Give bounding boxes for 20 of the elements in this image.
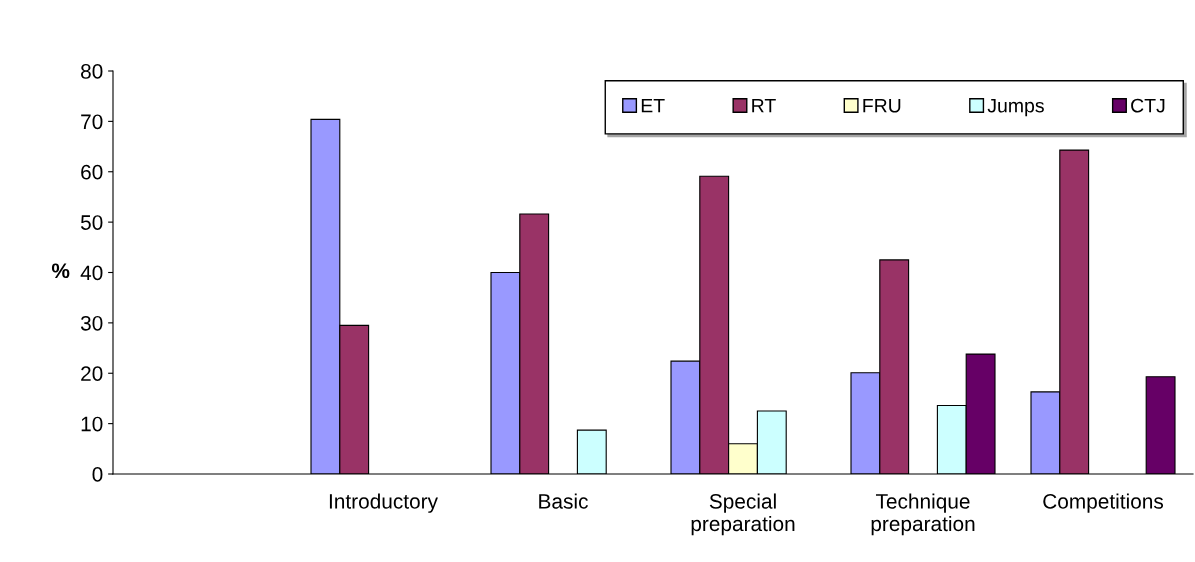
y-tick-label: 50 <box>80 215 103 230</box>
y-tick-label: 0 <box>92 467 103 482</box>
x-tick-label: Technique preparation <box>871 493 975 536</box>
y-tick-label: 40 <box>80 265 103 281</box>
y-tick-label: 10 <box>81 416 103 432</box>
legend-label: CTJ <box>1131 98 1165 113</box>
x-tick-label: Competitions <box>1043 493 1164 513</box>
y-tick-label: 30 <box>80 315 103 331</box>
y-tick-label: 60 <box>81 164 103 180</box>
x-tick-label: Special preparation <box>691 493 795 536</box>
legend-label: ET <box>641 98 665 113</box>
legend-label: Jumps <box>987 98 1044 117</box>
y-tick-label: 20 <box>81 366 103 381</box>
y-axis-title: % <box>51 263 70 279</box>
x-tick-label: Introductory <box>329 493 438 513</box>
y-tick-label: 70 <box>81 114 103 130</box>
y-tick-label: 80 <box>81 64 103 79</box>
legend-label: FRU <box>863 98 901 113</box>
x-tick-label: Basic <box>539 493 588 509</box>
legend-label: RT <box>752 98 776 113</box>
